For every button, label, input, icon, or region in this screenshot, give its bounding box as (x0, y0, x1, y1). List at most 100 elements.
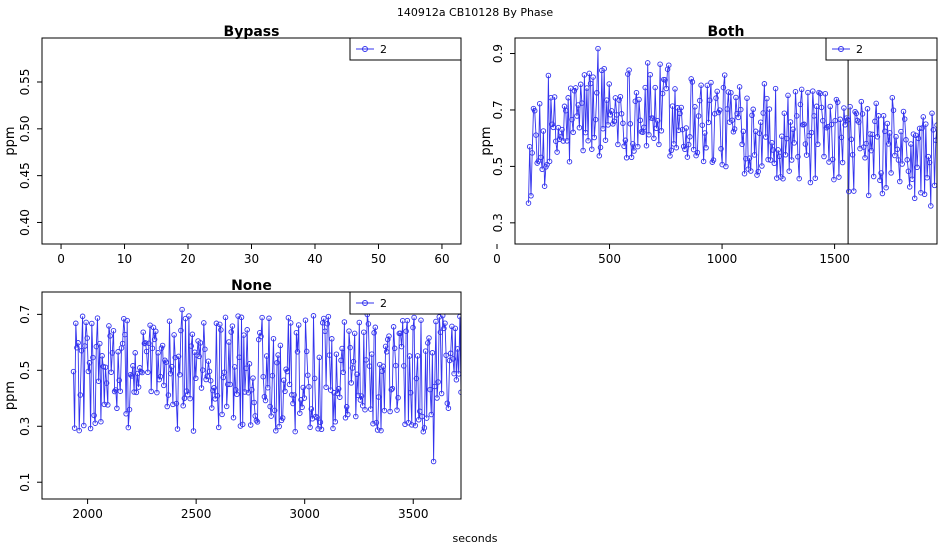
data-point (811, 113, 817, 119)
data-point (934, 122, 937, 128)
data-point (687, 134, 693, 140)
data-point (755, 168, 761, 175)
data-point (202, 346, 208, 352)
data-point (447, 350, 454, 357)
data-point (572, 85, 579, 91)
data-point (586, 70, 593, 77)
data-point (812, 175, 819, 181)
data-point (419, 413, 425, 420)
data-point (558, 134, 564, 140)
data-point (167, 370, 174, 377)
data-point (685, 141, 692, 148)
data-point (420, 428, 427, 435)
data-point (797, 101, 804, 108)
data-point (329, 336, 335, 342)
data-point (417, 408, 423, 415)
data-point (751, 152, 758, 158)
data-point (228, 329, 234, 335)
data-point (101, 401, 108, 408)
data-point (315, 426, 321, 432)
data-point (733, 94, 739, 101)
data-point (904, 157, 910, 163)
data-point (766, 106, 773, 112)
data-point (260, 373, 266, 380)
data-point (933, 137, 937, 144)
data-point (892, 152, 898, 159)
data-point (258, 333, 264, 340)
data-point (842, 122, 848, 128)
data-point (584, 85, 590, 91)
data-point (170, 401, 176, 408)
data-point (739, 141, 745, 148)
data-point (356, 319, 363, 326)
data-point (699, 122, 706, 128)
data-point (610, 121, 616, 127)
data-point (367, 406, 374, 412)
data-point (740, 128, 747, 135)
panel-title: Both (708, 24, 745, 40)
data-point (642, 84, 648, 91)
data-point (928, 203, 934, 209)
data-point (434, 395, 440, 401)
data-point (418, 317, 424, 323)
data-point (798, 86, 805, 93)
data-point (620, 120, 626, 127)
data-point (402, 421, 408, 428)
data-point (243, 365, 249, 371)
data-point (879, 190, 886, 197)
y-tick-label: 0.40 (18, 209, 32, 236)
data-point (79, 313, 86, 320)
data-point (848, 136, 855, 143)
y-axis-label: ppm (3, 126, 18, 155)
data-point (300, 384, 306, 391)
data-point (92, 420, 98, 426)
data-point (646, 131, 652, 138)
data-point (453, 377, 460, 383)
plot-area (70, 306, 461, 465)
data-point (358, 393, 365, 399)
data-point (926, 159, 933, 166)
data-point (730, 129, 737, 135)
data-point (174, 426, 181, 432)
data-point (221, 369, 228, 375)
data-point (370, 420, 376, 427)
data-point (878, 170, 884, 176)
data-point (816, 89, 822, 96)
data-point (765, 156, 771, 163)
data-point (452, 325, 459, 332)
data-point (887, 130, 893, 136)
data-point (231, 364, 238, 370)
data-point (688, 76, 694, 82)
data-point (411, 314, 417, 321)
data-point (865, 192, 872, 199)
data-point (851, 188, 857, 194)
data-point (346, 328, 352, 334)
legend-box (349, 291, 462, 315)
data-point (293, 329, 300, 336)
data-point (653, 125, 660, 132)
data-point (371, 330, 377, 336)
data-point (338, 357, 344, 364)
data-point (580, 147, 586, 154)
data-point (77, 392, 84, 398)
data-point (130, 363, 136, 369)
data-point (571, 88, 578, 94)
data-point (219, 411, 225, 418)
data-point (832, 117, 838, 124)
data-point (401, 363, 407, 369)
data-point (159, 342, 166, 349)
data-point (525, 200, 532, 206)
data-point (205, 358, 212, 364)
data-point (313, 413, 319, 420)
data-point (166, 318, 173, 324)
data-point (73, 320, 79, 327)
data-point (590, 74, 596, 80)
legend: 2 (349, 37, 462, 61)
data-point (822, 90, 829, 97)
data-point (769, 139, 775, 146)
data-point (707, 97, 713, 103)
data-point (862, 155, 868, 161)
data-point (131, 389, 137, 395)
data-point (882, 128, 888, 135)
data-point (340, 369, 347, 376)
